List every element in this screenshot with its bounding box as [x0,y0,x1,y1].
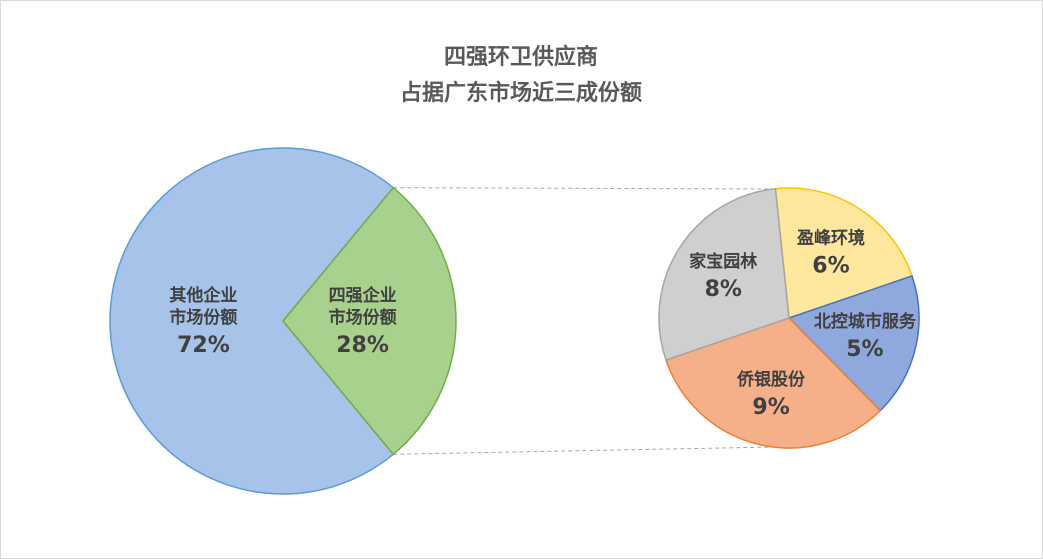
slice-value-label: 8% [705,277,742,302]
pie-slice [774,187,913,320]
pie-slice [787,275,920,412]
slice-value-label: 28% [336,333,389,358]
slice-value-label: 9% [752,395,789,420]
slice-label: 四强企业 [329,285,397,306]
slice-value-label: 6% [812,253,849,278]
connector-line [393,446,776,455]
slice-label: 其他企业 [169,285,237,306]
pie-slice [109,147,395,495]
slice-label: 家宝园林 [689,251,757,272]
pie-slice [658,187,790,361]
slice-value-label: 5% [846,337,883,362]
chart-title: 四强环卫供应商 [444,44,598,70]
slice-label: 市场份额 [169,307,237,328]
pie-slice [282,186,457,456]
chart-title: 占据广东市场近三成份额 [400,80,642,106]
slice-label: 市场份额 [329,307,397,328]
slice-label: 盈峰环境 [796,227,865,248]
slice-label: 北控城市服务 [814,311,917,332]
pie-slice [665,317,882,449]
slice-value-label: 72% [177,333,230,358]
connector-line [393,187,776,190]
slice-label: 侨银股份 [736,369,806,390]
